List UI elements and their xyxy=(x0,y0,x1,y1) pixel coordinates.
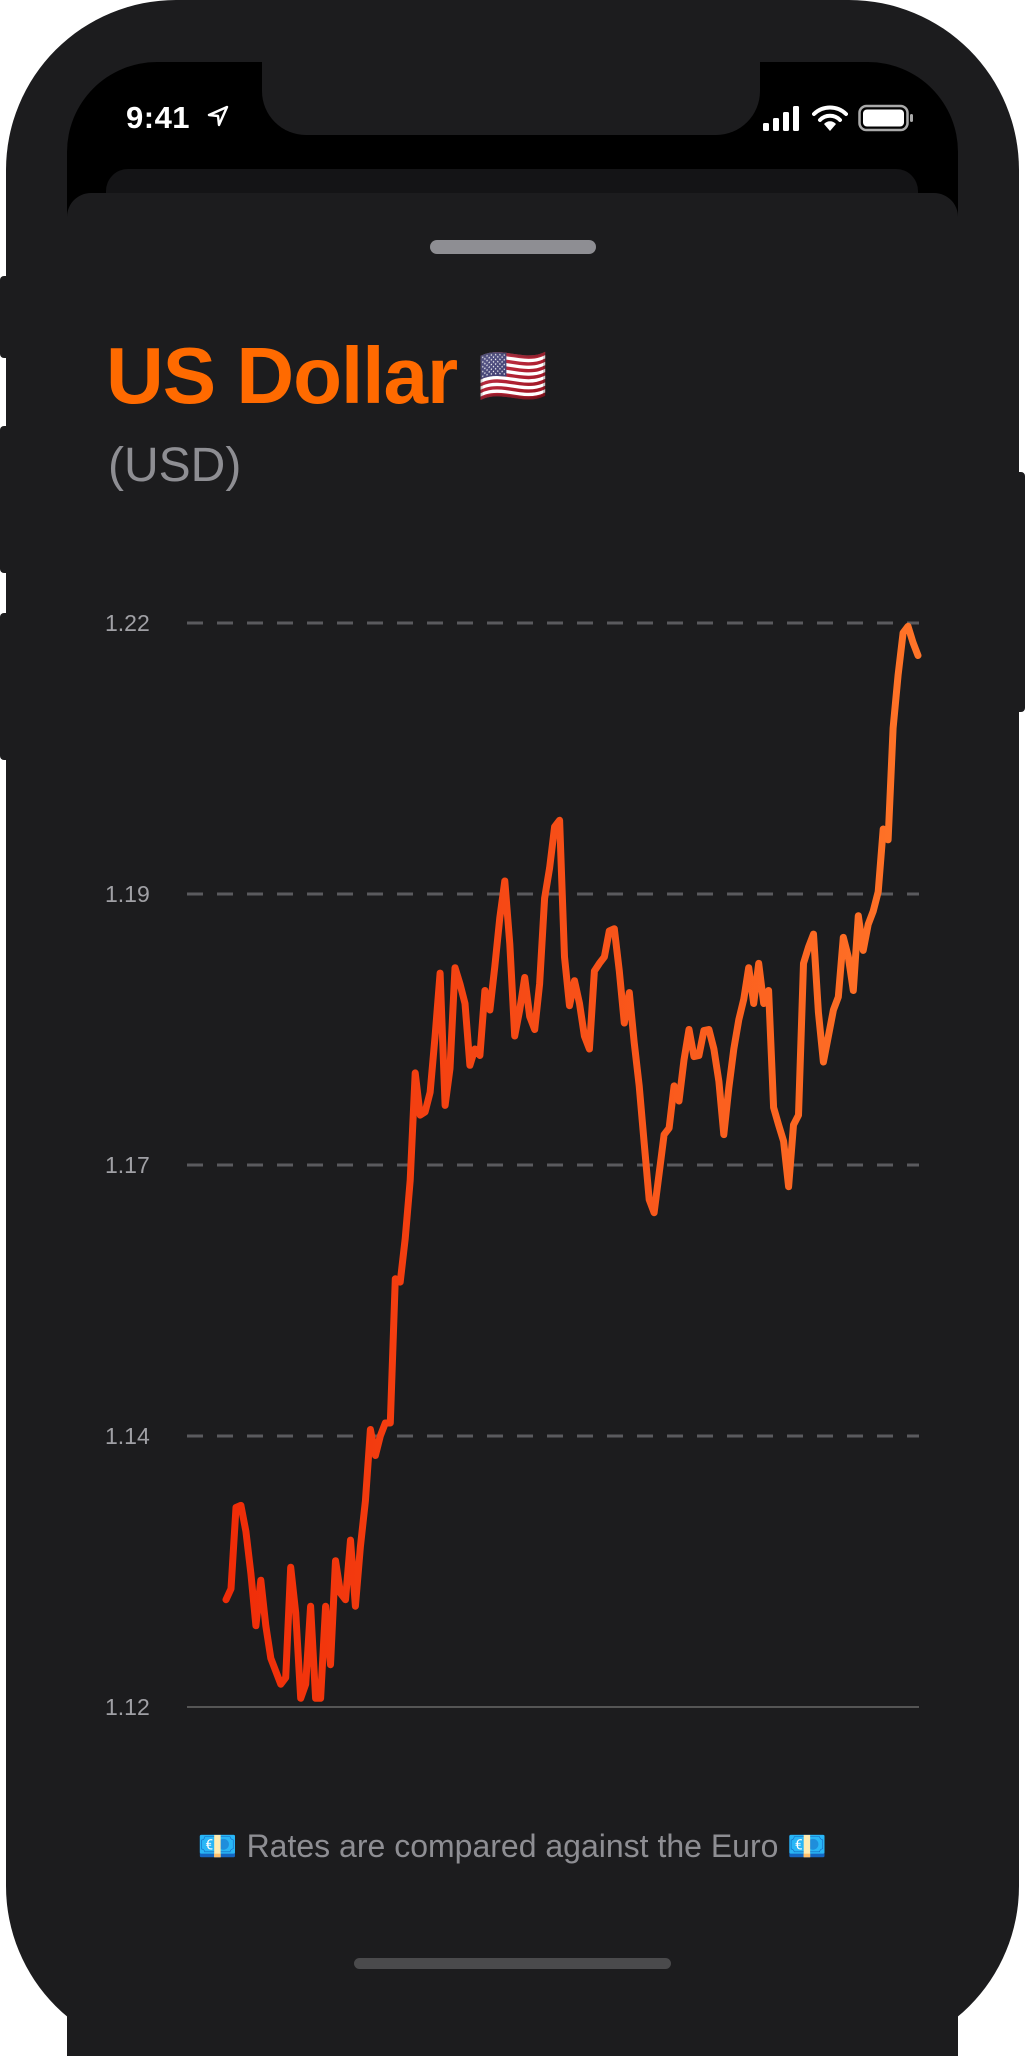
sheet-grabber-handle[interactable] xyxy=(430,240,596,254)
y-tick-label: 1.14 xyxy=(105,1423,150,1449)
flag-icon: 🇺🇸 xyxy=(478,344,548,407)
power-button xyxy=(1015,472,1025,712)
battery-icon xyxy=(858,104,913,132)
y-tick-label: 1.17 xyxy=(105,1152,150,1178)
silent-switch xyxy=(0,276,10,358)
wifi-icon xyxy=(812,105,848,131)
notch xyxy=(262,62,760,135)
footer-text: Rates are compared against the Euro xyxy=(246,1828,779,1864)
y-tick-label: 1.19 xyxy=(105,881,150,907)
currency-detail-sheet xyxy=(67,193,958,2056)
y-tick-label: 1.22 xyxy=(105,610,150,636)
euro-banknote-icon: 💶 xyxy=(197,1828,238,1864)
volume-down-button xyxy=(0,613,10,760)
footer-note: 💶 Rates are compared against the Euro 💶 xyxy=(0,1827,1025,1865)
exchange-rate-chart: 1.22 1.19 1.17 1.14 1.12 xyxy=(105,610,922,1720)
cellular-signal-icon xyxy=(763,106,799,131)
currency-name: US Dollar xyxy=(106,331,458,420)
currency-code: (USD) xyxy=(108,439,242,492)
rate-line xyxy=(222,622,922,1702)
location-arrow-icon xyxy=(207,105,229,127)
volume-up-button xyxy=(0,426,10,573)
euro-banknote-icon: 💶 xyxy=(787,1828,828,1864)
home-indicator[interactable] xyxy=(354,1958,671,1969)
status-time: 9:41 xyxy=(126,100,191,135)
currency-title: US Dollar 🇺🇸 xyxy=(106,330,548,422)
y-tick-label: 1.12 xyxy=(105,1694,150,1720)
